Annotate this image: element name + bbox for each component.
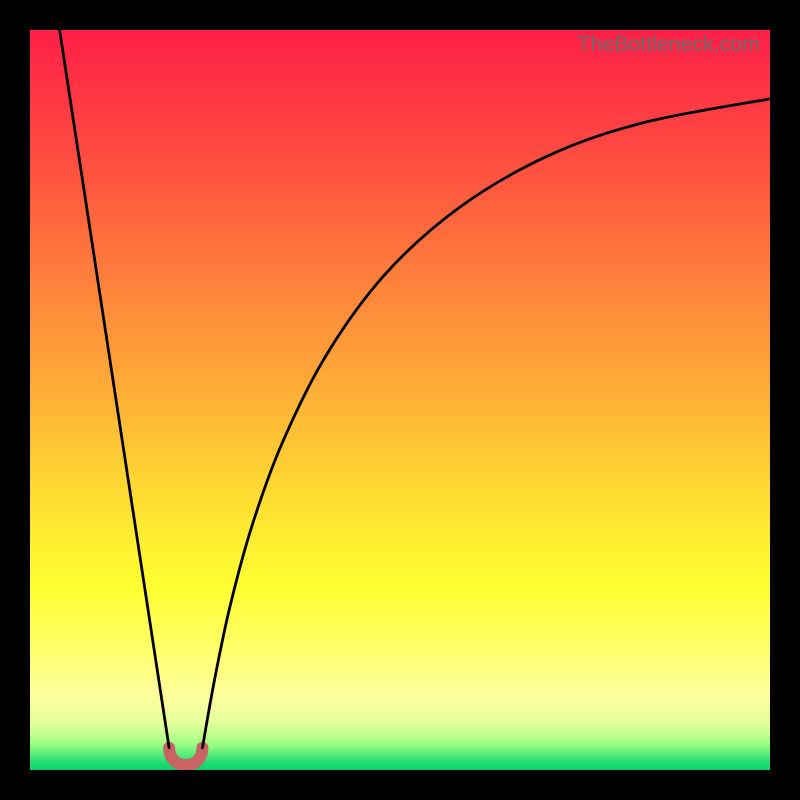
valley-marker [169, 748, 202, 765]
watermark-text: TheBottleneck.com [577, 32, 760, 57]
curve-right-branch [202, 99, 770, 748]
curve-left-branch [60, 30, 170, 748]
curve-layer [30, 30, 770, 770]
chart-container: TheBottleneck.com [0, 0, 800, 800]
plot-area: TheBottleneck.com [30, 30, 770, 770]
